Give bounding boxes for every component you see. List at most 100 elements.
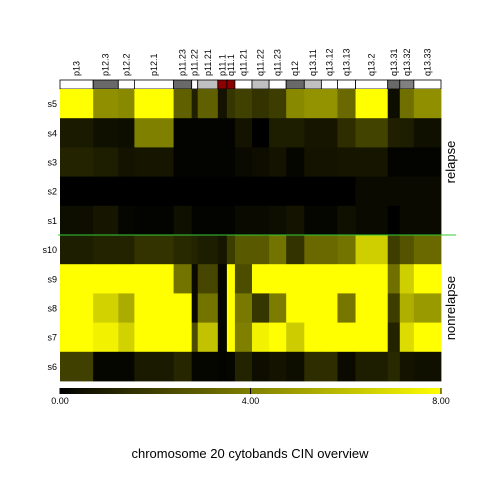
heatmap-cell xyxy=(197,264,219,294)
heatmap-cell xyxy=(60,89,94,119)
heatmap-cell xyxy=(191,118,199,148)
band-label: p12.2 xyxy=(121,53,131,76)
heatmap-cell xyxy=(234,89,253,119)
heatmap-cell xyxy=(286,118,305,148)
heatmap-cell xyxy=(173,89,193,119)
heatmap-cell xyxy=(355,351,389,382)
heatmap-cell xyxy=(399,147,415,177)
heatmap-cell xyxy=(399,89,415,119)
heatmap-cell xyxy=(197,147,219,177)
heatmap-cell xyxy=(337,322,356,353)
band-label: p11.23 xyxy=(178,49,188,76)
heatmap-cell xyxy=(337,205,356,236)
heatmap-cell xyxy=(387,176,401,207)
heatmap-cell xyxy=(252,235,270,265)
heatmap-cell xyxy=(337,351,356,382)
heatmap-cell xyxy=(252,147,270,177)
heatmap-cell xyxy=(355,205,389,236)
heatmap-cell xyxy=(134,205,174,236)
band-label: q13.33 xyxy=(422,48,432,76)
heatmap-cell xyxy=(60,351,94,382)
heatmap-cell xyxy=(197,235,219,265)
heatmap-cell xyxy=(286,293,305,323)
heatmap-cell xyxy=(252,322,270,353)
cytoband-q11.23 xyxy=(268,79,287,90)
heatmap-cell xyxy=(134,176,174,207)
cytoband-p12.3 xyxy=(92,79,119,90)
group-label-nonrelapse: nonrelapse xyxy=(443,276,458,340)
sample-label: s5 xyxy=(47,99,57,109)
heatmap-cell xyxy=(337,235,356,265)
heatmap-cell xyxy=(93,205,119,236)
chromosome-ideogram xyxy=(59,79,442,90)
heatmap-cell xyxy=(286,351,305,382)
cytoband-p11.23 xyxy=(173,79,193,90)
cytoband-q13.11 xyxy=(303,79,322,90)
heatmap-cell xyxy=(321,118,338,148)
heatmap-cell xyxy=(217,322,228,353)
heatmap-cell xyxy=(217,293,228,323)
heatmap-cell xyxy=(173,205,193,236)
heatmap-cell xyxy=(118,351,135,382)
cytoband-q13.12 xyxy=(320,79,338,90)
colorbar-tick-label: 4.00 xyxy=(242,396,260,406)
heatmap-cell xyxy=(118,235,135,265)
heatmap-cell xyxy=(118,322,135,353)
heatmap-cell xyxy=(60,147,94,177)
heatmap-cell xyxy=(399,322,415,353)
heatmap-cell xyxy=(217,351,228,382)
cytoband-q13.2 xyxy=(355,79,389,90)
heatmap-cell xyxy=(118,89,135,119)
heatmap-cell xyxy=(217,118,228,148)
band-label: q12 xyxy=(290,61,300,76)
heatmap-cell xyxy=(321,147,338,177)
heatmap-cell xyxy=(234,293,253,323)
sample-label: s2 xyxy=(47,187,57,197)
heatmap-cell xyxy=(304,147,322,177)
band-label: q11.22 xyxy=(256,49,266,76)
heatmap-cell xyxy=(226,351,236,382)
heatmap-cell xyxy=(134,118,174,148)
heatmap-cell xyxy=(286,322,305,353)
sample-label: s9 xyxy=(47,274,57,284)
band-label: q13.31 xyxy=(389,48,399,76)
heatmap-cell xyxy=(387,147,401,177)
heatmap-cells xyxy=(58,89,456,382)
cytoband-p11.21 xyxy=(197,79,219,90)
band-label: q13.32 xyxy=(402,48,412,76)
heatmap-cell xyxy=(355,176,389,207)
heatmap-cell xyxy=(197,118,219,148)
cytoband-q12 xyxy=(285,79,305,90)
heatmap-cell xyxy=(337,176,356,207)
heatmap-cell xyxy=(226,118,236,148)
heatmap-cell xyxy=(304,235,322,265)
heatmap-cell xyxy=(413,205,442,236)
cytoband-q13.32 xyxy=(399,79,415,90)
heatmap-cell xyxy=(355,264,389,294)
band-label: p11.22 xyxy=(190,49,200,76)
cytoband-q13.31 xyxy=(387,79,401,90)
heatmap-cell xyxy=(134,264,174,294)
heatmap-cell xyxy=(234,235,253,265)
heatmap-cell xyxy=(191,235,199,265)
heatmap-cell xyxy=(191,293,199,323)
band-label: p13 xyxy=(72,61,82,76)
heatmap-cell xyxy=(226,235,236,265)
heatmap-cell xyxy=(60,235,94,265)
heatmap-cell xyxy=(93,147,119,177)
heatmap-cell xyxy=(173,176,193,207)
heatmap-cell xyxy=(399,205,415,236)
cytoband-q13.13 xyxy=(337,79,356,90)
heatmap-cell xyxy=(304,89,322,119)
heatmap-cell xyxy=(413,118,442,148)
heatmap-cell xyxy=(226,264,236,294)
heatmap-cell xyxy=(226,89,236,119)
heatmap-cell xyxy=(387,351,401,382)
group-label-relapse: relapse xyxy=(443,141,458,184)
heatmap-cell xyxy=(355,322,389,353)
heatmap-cell xyxy=(191,147,199,177)
heatmap-cell xyxy=(399,176,415,207)
heatmap-cell xyxy=(234,118,253,148)
heatmap-cell xyxy=(93,118,119,148)
heatmap-cell xyxy=(304,205,322,236)
